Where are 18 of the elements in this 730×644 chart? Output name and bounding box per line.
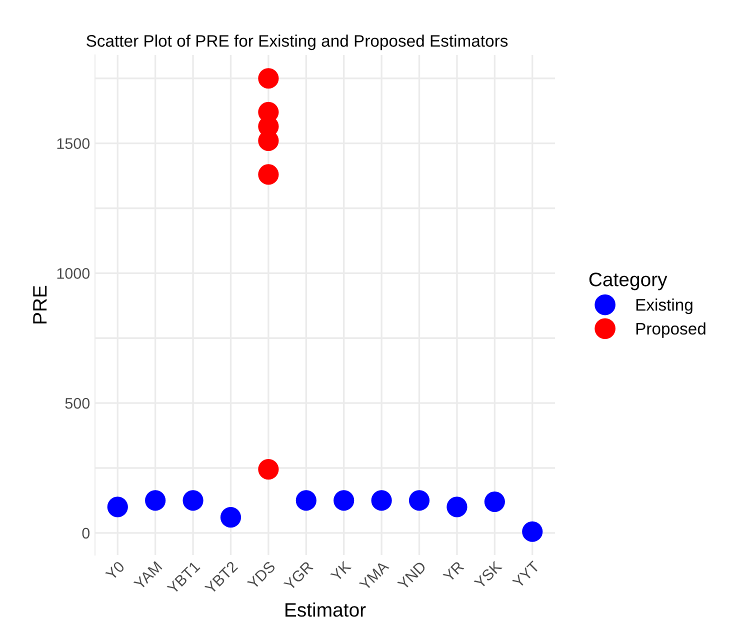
x-tick-label: YSK — [474, 560, 502, 590]
x-tick-label: YR — [442, 560, 464, 582]
x-axis-title: Estimator — [286, 602, 366, 617]
y-tick-label: 1500 — [57, 138, 90, 149]
chart-title: Scatter Plot of PRE for Existing and Proposed Estimators — [86, 34, 508, 50]
x-tick-label: YYT — [512, 560, 540, 588]
x-tick-label: YK — [330, 560, 352, 582]
y-axis-title: PRE — [33, 286, 47, 324]
x-tick-label: Y0 — [104, 560, 126, 581]
x-tick-label: YDS — [246, 560, 276, 590]
legend-label: Existing — [636, 298, 692, 314]
legend-title: Category — [589, 272, 668, 290]
x-tick-label: YND — [397, 560, 427, 590]
y-tick-label: 1000 — [57, 268, 90, 279]
x-tick-label: YMA — [358, 560, 390, 591]
y-tick-label: 0 — [82, 528, 90, 539]
y-tick-label: 500 — [65, 398, 90, 409]
legend-label: Proposed — [636, 322, 706, 338]
